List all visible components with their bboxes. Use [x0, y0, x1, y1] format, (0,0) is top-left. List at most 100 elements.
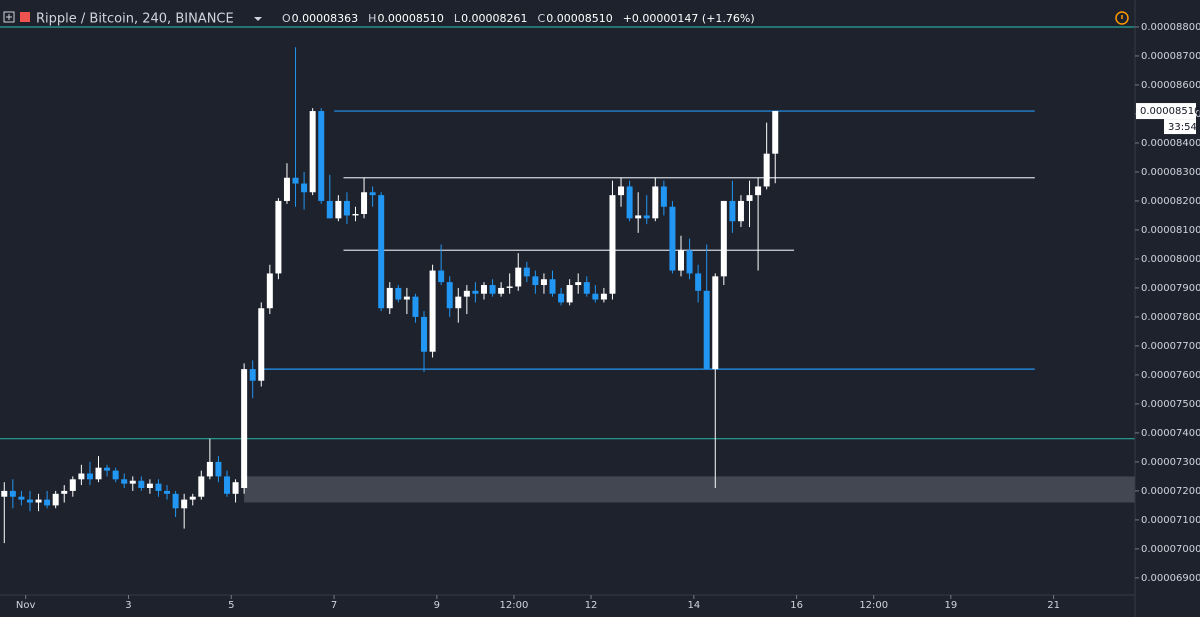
ohlc-row: O 0.00008363 H 0.00008510 L 0.00008261 C 0.0000… — [282, 12, 755, 25]
plot — [0, 26, 1135, 544]
candle-body — [292, 177, 299, 184]
price-axis: 0.000088000.000087000.000086000.00008500… — [1135, 22, 1200, 584]
y-tick-label: 0.00007300 — [1141, 457, 1200, 468]
y-tick-label: 0.00006900 — [1141, 573, 1200, 584]
candle-body — [643, 215, 650, 219]
candle-body — [515, 267, 522, 287]
last-price-tag — [1136, 103, 1196, 120]
candle-body — [635, 215, 642, 219]
candle-body — [232, 482, 239, 494]
x-tick-label: 12 — [585, 600, 598, 611]
y-tick-label: 0.00007200 — [1141, 486, 1200, 497]
collapse-icon[interactable] — [3, 11, 15, 23]
candle-body — [472, 290, 479, 294]
candle-body — [583, 282, 590, 294]
candle-body — [455, 296, 462, 309]
y-tick-label: 0.00007000 — [1141, 544, 1200, 555]
candle-body — [1, 490, 8, 497]
candle-body — [86, 473, 93, 480]
ohlc-high: 0.00008510 — [377, 12, 443, 25]
candle-body — [164, 490, 171, 494]
x-tick-label: 12:00 — [859, 600, 888, 611]
candle-body — [369, 192, 376, 196]
candle-body — [361, 192, 368, 214]
y-tick-label: 0.00007500 — [1141, 399, 1200, 410]
candle-body — [412, 296, 419, 317]
candle-body — [129, 480, 136, 484]
symbol-icon — [20, 12, 30, 22]
candle-body — [266, 273, 273, 309]
symbol[interactable]: Ripple / Bitcoin, 240, BINANCE — [36, 12, 234, 27]
x-tick-label: 9 — [434, 600, 440, 611]
candle-body — [258, 308, 265, 381]
candle-body — [104, 467, 111, 471]
y-tick-label: 0.00007900 — [1141, 283, 1200, 294]
countdown-tag — [1164, 119, 1196, 135]
y-tick-label: 0.00008400 — [1141, 138, 1200, 149]
dropdown-arrow[interactable] — [254, 17, 262, 21]
candle-body — [660, 186, 667, 207]
candle-body — [78, 473, 85, 480]
y-tick-label: 0.00008000 — [1141, 254, 1200, 265]
candle-body — [737, 200, 744, 222]
candle-body — [283, 177, 290, 201]
alert-icon[interactable] — [1115, 11, 1129, 25]
candle-body — [678, 250, 684, 271]
candle-body — [523, 267, 530, 277]
candle-body — [146, 483, 153, 489]
candle-body — [326, 200, 333, 219]
candle-body — [480, 285, 487, 294]
candle-body — [189, 496, 196, 500]
candle-body — [352, 213, 359, 216]
x-tick-label: 5 — [228, 600, 234, 611]
candle-body — [669, 206, 676, 271]
x-tick-label: 12:00 — [500, 600, 529, 611]
candle-body — [566, 285, 573, 303]
candle-body — [318, 111, 325, 201]
ohlc-h-label: H — [368, 12, 376, 25]
candle-body — [712, 276, 719, 370]
y-tick-label: 0.00008600 — [1141, 80, 1200, 91]
ohlc-low: 0.00008261 — [461, 12, 527, 25]
candle-body — [403, 296, 410, 300]
y-tick-label: 0.00007800 — [1141, 312, 1200, 323]
candle-body — [549, 279, 556, 294]
x-tick-label: 7 — [331, 600, 337, 611]
ohlc-close: 0.00008510 — [546, 12, 612, 25]
candle-body — [95, 467, 102, 480]
candle-body — [35, 499, 42, 503]
candle-body — [112, 470, 119, 480]
candle-body — [763, 153, 770, 187]
candle-body — [26, 499, 33, 503]
candle-body — [729, 200, 736, 222]
candle-body — [429, 270, 436, 352]
x-tick-label: 16 — [790, 600, 803, 611]
candle-body — [720, 200, 727, 277]
candle-body — [275, 200, 282, 274]
candle-body — [540, 279, 547, 286]
candle-body — [558, 293, 565, 303]
candle-body — [18, 496, 25, 500]
candle-body — [575, 282, 582, 286]
candle-body — [618, 186, 625, 196]
ohlc-open: 0.00008363 — [292, 12, 358, 25]
y-tick-label: 0.00007400 — [1141, 428, 1200, 439]
candle-body — [446, 282, 453, 309]
price-zone — [244, 476, 1135, 503]
candle-body — [206, 461, 213, 477]
candle-body — [652, 186, 659, 219]
x-tick-label: 21 — [1047, 600, 1060, 611]
candle-body — [301, 183, 308, 193]
ohlc-c-label: C — [538, 12, 546, 25]
ohlc-l-label: L — [454, 12, 461, 25]
candle-body — [421, 316, 428, 352]
candle-body — [746, 195, 753, 201]
candle-body — [172, 493, 179, 509]
x-tick-label: 14 — [687, 600, 700, 611]
candle-body — [686, 250, 693, 274]
y-tick-label: 0.00008200 — [1141, 196, 1200, 207]
candle-body — [395, 287, 402, 300]
candle-body — [249, 369, 256, 381]
